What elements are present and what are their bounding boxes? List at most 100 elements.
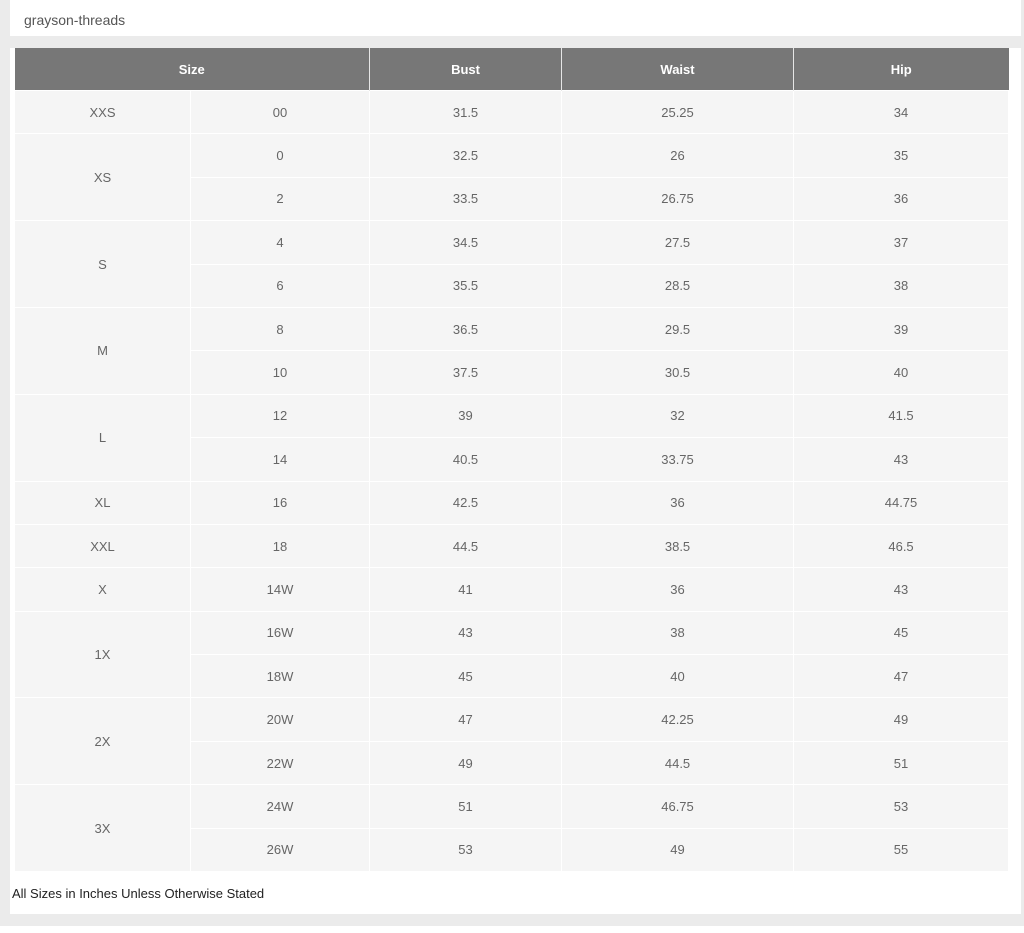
numeric-size-cell: 14 bbox=[189, 437, 371, 482]
table-row: XXL 18 44.5 38.5 46.5 bbox=[14, 523, 1010, 569]
bust-cell: 35.5 bbox=[369, 263, 563, 308]
numeric-size-cell: 4 bbox=[189, 220, 371, 265]
letter-size-cell: XS bbox=[14, 133, 191, 222]
header-bust: Bust bbox=[369, 48, 563, 91]
bust-cell: 42.5 bbox=[369, 480, 563, 525]
waist-cell: 28.5 bbox=[561, 263, 795, 308]
table-row: 1X 16W 43 38 45 bbox=[14, 610, 1010, 699]
hip-cell: 51 bbox=[793, 740, 1010, 786]
hip-cell: 53 bbox=[793, 784, 1010, 829]
table-row: 2X 20W 47 42.25 49 bbox=[14, 697, 1010, 786]
table-row: M 8 36.5 29.5 39 bbox=[14, 306, 1010, 395]
table-row: XS 0 32.5 26 35 bbox=[14, 133, 1010, 222]
letter-size-cell: 2X bbox=[14, 697, 191, 786]
bust-cell: 34.5 bbox=[369, 220, 563, 265]
numeric-size-cell: 18W bbox=[189, 654, 371, 699]
waist-cell: 36 bbox=[561, 480, 795, 525]
numeric-size-cell: 16 bbox=[189, 480, 371, 525]
waist-cell: 33.75 bbox=[561, 437, 795, 482]
numeric-size-cell: 6 bbox=[189, 263, 371, 308]
letter-size-cell: XXL bbox=[14, 523, 191, 569]
bust-cell: 36.5 bbox=[369, 306, 563, 352]
numeric-size-cell: 22W bbox=[189, 740, 371, 786]
waist-cell: 42.25 bbox=[561, 697, 795, 742]
bust-cell: 41 bbox=[369, 567, 563, 612]
waist-cell: 40 bbox=[561, 654, 795, 699]
hip-cell: 49 bbox=[793, 697, 1010, 742]
hip-cell: 35 bbox=[793, 133, 1010, 178]
hip-cell: 34 bbox=[793, 89, 1010, 135]
bust-cell: 31.5 bbox=[369, 89, 563, 135]
letter-size-cell: M bbox=[14, 306, 191, 395]
bust-cell: 49 bbox=[369, 740, 563, 786]
waist-cell: 27.5 bbox=[561, 220, 795, 265]
bust-cell: 51 bbox=[369, 784, 563, 829]
table-row: 10 37.5 30.5 40 bbox=[15, 350, 1010, 395]
waist-cell: 44.5 bbox=[561, 740, 795, 786]
table-row: 2 33.5 26.75 36 bbox=[15, 176, 1010, 222]
waist-cell: 36 bbox=[561, 567, 795, 612]
waist-cell: 32 bbox=[561, 393, 795, 439]
header-size: Size bbox=[14, 48, 371, 91]
numeric-size-cell: 18 bbox=[189, 523, 371, 569]
hip-cell: 55 bbox=[793, 827, 1010, 873]
numeric-size-cell: 00 bbox=[189, 89, 371, 135]
waist-cell: 30.5 bbox=[561, 350, 795, 395]
table-row: 18W 45 40 47 bbox=[15, 654, 1010, 699]
size-chart-table: Size Bust Waist Hip XXS 00 31.5 25.25 34 XS 0 3… bbox=[14, 48, 1010, 873]
numeric-size-cell: 20W bbox=[189, 697, 371, 742]
hip-cell: 43 bbox=[793, 567, 1010, 612]
waist-cell: 29.5 bbox=[561, 306, 795, 352]
numeric-size-cell: 24W bbox=[189, 784, 371, 829]
table-row: L 12 39 32 41.5 bbox=[14, 393, 1010, 482]
waist-cell: 26.75 bbox=[561, 176, 795, 222]
brand-title: grayson-threads bbox=[24, 12, 126, 28]
waist-cell: 25.25 bbox=[561, 89, 795, 135]
letter-size-cell: XL bbox=[14, 480, 191, 525]
separator-band bbox=[10, 36, 1021, 48]
header-waist: Waist bbox=[561, 48, 795, 91]
numeric-size-cell: 12 bbox=[189, 393, 371, 439]
table-row: S 4 34.5 27.5 37 bbox=[14, 220, 1010, 308]
bust-cell: 33.5 bbox=[369, 176, 563, 222]
letter-size-cell: S bbox=[14, 220, 191, 308]
bust-cell: 44.5 bbox=[369, 523, 563, 569]
table-row: XL 16 42.5 36 44.75 bbox=[14, 480, 1010, 525]
bust-cell: 40.5 bbox=[369, 437, 563, 482]
hip-cell: 43 bbox=[793, 437, 1010, 482]
numeric-size-cell: 8 bbox=[189, 306, 371, 352]
bust-cell: 32.5 bbox=[369, 133, 563, 178]
waist-cell: 49 bbox=[561, 827, 795, 873]
letter-size-cell: X bbox=[14, 567, 191, 612]
table-row: 22W 49 44.5 51 bbox=[15, 740, 1010, 786]
header-hip: Hip bbox=[793, 48, 1009, 91]
numeric-size-cell: 2 bbox=[189, 176, 371, 222]
waist-cell: 26 bbox=[561, 133, 795, 178]
bust-cell: 43 bbox=[369, 610, 563, 656]
table-row: XXS 00 31.5 25.25 34 bbox=[14, 89, 1010, 135]
table-row: 26W 53 49 55 bbox=[15, 827, 1010, 873]
hip-cell: 36 bbox=[793, 176, 1010, 222]
numeric-size-cell: 10 bbox=[189, 350, 371, 395]
hip-cell: 37 bbox=[793, 220, 1010, 265]
table-row: 6 35.5 28.5 38 bbox=[15, 263, 1010, 308]
hip-cell: 39 bbox=[793, 306, 1010, 352]
waist-cell: 46.75 bbox=[561, 784, 795, 829]
bust-cell: 53 bbox=[369, 827, 563, 873]
letter-size-cell: 3X bbox=[14, 784, 191, 873]
bust-cell: 47 bbox=[369, 697, 563, 742]
hip-cell: 47 bbox=[793, 654, 1010, 699]
bust-cell: 39 bbox=[369, 393, 563, 439]
letter-size-cell: L bbox=[14, 393, 191, 482]
letter-size-cell: 1X bbox=[14, 610, 191, 699]
footnote: All Sizes in Inches Unless Otherwise Sta… bbox=[12, 886, 265, 901]
bust-cell: 37.5 bbox=[369, 350, 563, 395]
numeric-size-cell: 0 bbox=[189, 133, 371, 178]
numeric-size-cell: 26W bbox=[189, 827, 371, 873]
hip-cell: 38 bbox=[793, 263, 1010, 308]
waist-cell: 38.5 bbox=[561, 523, 795, 569]
numeric-size-cell: 16W bbox=[189, 610, 371, 656]
waist-cell: 38 bbox=[561, 610, 795, 656]
bust-cell: 45 bbox=[369, 654, 563, 699]
hip-cell: 44.75 bbox=[793, 480, 1010, 525]
